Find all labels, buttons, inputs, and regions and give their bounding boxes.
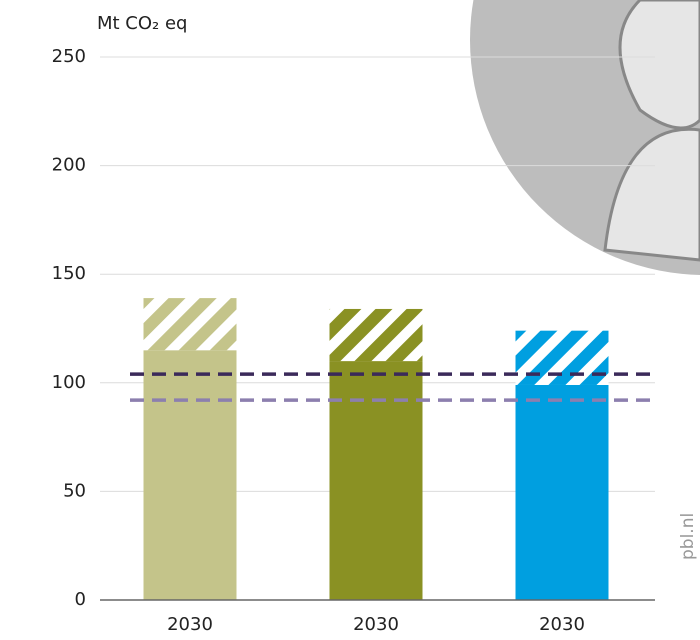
bar-segment xyxy=(143,350,237,600)
x-tick-label: 2030 xyxy=(167,614,213,635)
hatched-bar-segment xyxy=(143,298,237,351)
x-tick-label: 2030 xyxy=(353,614,399,635)
source: pbl.nl xyxy=(678,513,698,560)
hatched-bar-segment xyxy=(515,330,609,385)
y-tick-label: 200 xyxy=(52,155,86,176)
bar-segment xyxy=(515,384,609,600)
bar-segment xyxy=(329,361,423,600)
y-tick-label: 250 xyxy=(52,46,86,67)
y-axis-label: Mt CO₂ eq xyxy=(97,13,187,34)
y-tick-label: 150 xyxy=(52,263,86,284)
y-tick-label: 50 xyxy=(63,480,86,501)
hatched-bar-segment xyxy=(329,308,423,362)
decoration xyxy=(470,0,700,275)
y-tick-label: 0 xyxy=(75,589,86,610)
x-tick-label: 2030 xyxy=(539,614,585,635)
y-tick-label: 100 xyxy=(52,372,86,393)
